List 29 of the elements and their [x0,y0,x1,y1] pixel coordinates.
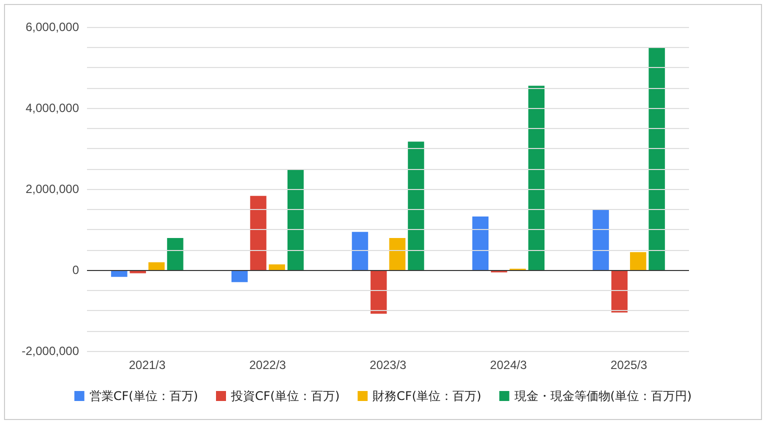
y-tick-label: 2,000,000 [26,182,80,196]
x-tick-label: 2022/3 [249,358,286,372]
bar [167,238,184,270]
bar [268,264,286,270]
legend-label: 投資CF(単位：百万) [230,389,340,403]
x-tick-label: 2024/3 [490,358,528,372]
legend-label: 現金・現金等価物(単位：百万円) [514,389,692,403]
x-tick-label: 2021/3 [128,358,166,372]
y-tick-label: 6,000,000 [26,20,80,34]
y-tick-label: -2,000,000 [22,344,80,358]
x-tick-label: 2025/3 [610,358,648,372]
bar [148,262,165,270]
bar [352,232,368,270]
bar [528,86,545,270]
bar [630,252,646,270]
bar [611,270,628,313]
y-tick-label: 4,000,000 [26,101,80,115]
legend-label: 営業CF(単位：百万) [89,389,198,403]
legend-label: 財務CF(単位：百万) [372,389,482,403]
bar [250,196,266,270]
bar [370,270,387,314]
y-tick-label: 0 [72,263,80,277]
x-tick-label: 2023/3 [370,358,407,372]
bar [287,170,304,270]
bar [592,209,609,270]
bar [408,142,424,270]
bar [648,47,665,270]
bar [389,238,406,270]
bar [472,216,489,270]
